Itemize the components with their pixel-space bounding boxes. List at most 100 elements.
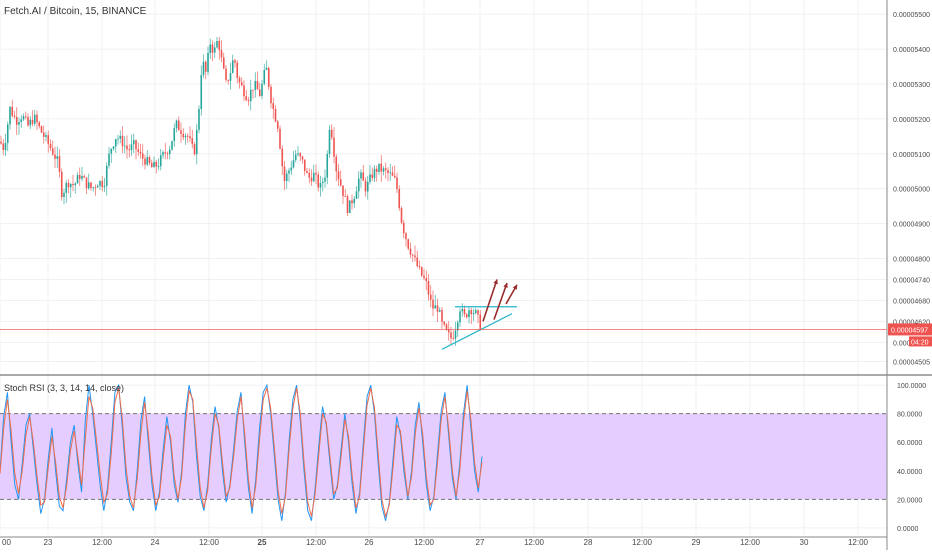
candle-body[interactable] [216, 40, 218, 48]
candle-body[interactable] [195, 129, 198, 155]
candle-body[interactable] [380, 163, 383, 172]
candle-body[interactable] [74, 183, 77, 186]
candle-body[interactable] [78, 174, 81, 179]
candle-body[interactable] [339, 179, 342, 186]
candle-body[interactable] [119, 135, 122, 139]
candle-body[interactable] [420, 267, 423, 276]
candle-body[interactable] [33, 114, 36, 124]
candle-body[interactable] [256, 81, 259, 90]
candle-body[interactable] [447, 329, 450, 333]
candle-body[interactable] [36, 114, 38, 123]
candle-body[interactable] [299, 153, 302, 157]
candle-body[interactable] [414, 255, 416, 258]
candle-body[interactable] [27, 116, 29, 126]
candle-body[interactable] [465, 314, 468, 318]
candle-body[interactable] [438, 309, 441, 312]
candle-body[interactable] [283, 166, 286, 182]
candle-body[interactable] [364, 180, 367, 192]
candle-body[interactable] [218, 40, 221, 51]
candle-body[interactable] [326, 153, 329, 178]
candle-body[interactable] [2, 143, 5, 150]
candle-body[interactable] [436, 305, 439, 312]
candle-body[interactable] [267, 67, 270, 87]
candle-body[interactable] [225, 68, 227, 80]
candle-body[interactable] [49, 143, 52, 149]
candle-body[interactable] [324, 177, 326, 182]
candle-body[interactable] [238, 77, 241, 83]
candle-body[interactable] [263, 70, 266, 84]
candle-body[interactable] [445, 324, 448, 330]
candle-body[interactable] [22, 116, 25, 120]
candle-body[interactable] [281, 148, 284, 167]
candle-body[interactable] [261, 83, 263, 97]
candle-body[interactable] [396, 177, 398, 190]
candle-body[interactable] [272, 103, 275, 109]
candle-body[interactable] [175, 120, 178, 129]
candle-body[interactable] [384, 168, 387, 171]
candle-body[interactable] [121, 135, 124, 147]
candle-body[interactable] [474, 310, 477, 313]
candle-body[interactable] [456, 322, 459, 331]
candle-body[interactable] [321, 181, 324, 184]
candle-body[interactable] [63, 192, 65, 198]
candle-body[interactable] [369, 174, 371, 182]
candle-body[interactable] [375, 168, 378, 172]
candle-body[interactable] [168, 149, 171, 155]
candle-body[interactable] [319, 183, 322, 188]
candle-body[interactable] [153, 161, 155, 168]
candle-body[interactable] [69, 183, 72, 188]
candle-body[interactable] [389, 172, 392, 174]
candle-body[interactable] [220, 50, 223, 58]
candle-body[interactable] [24, 116, 27, 118]
candle-body[interactable] [141, 153, 144, 159]
candle-body[interactable] [85, 177, 88, 189]
candle-body[interactable] [114, 139, 117, 147]
candle-body[interactable] [117, 138, 119, 140]
candle-body[interactable] [317, 174, 320, 188]
price-candles[interactable] [0, 36, 482, 346]
candle-body[interactable] [4, 142, 7, 150]
candle-body[interactable] [335, 156, 338, 172]
candle-body[interactable] [157, 166, 160, 168]
candle-body[interactable] [182, 133, 185, 138]
candle-body[interactable] [110, 148, 113, 154]
candle-body[interactable] [297, 153, 299, 155]
candle-body[interactable] [45, 135, 47, 137]
candle-body[interactable] [290, 167, 293, 171]
candle-body[interactable] [425, 278, 428, 281]
candle-body[interactable] [348, 200, 351, 213]
candle-body[interactable] [177, 120, 180, 131]
candle-body[interactable] [191, 138, 194, 145]
candle-body[interactable] [373, 168, 376, 178]
candle-body[interactable] [128, 149, 131, 151]
candle-body[interactable] [171, 141, 173, 150]
candle-body[interactable] [94, 187, 97, 189]
candle-body[interactable] [391, 172, 394, 176]
candle-body[interactable] [150, 163, 153, 168]
candle-body[interactable] [303, 159, 306, 172]
candle-body[interactable] [65, 182, 68, 193]
candle-body[interactable] [393, 175, 396, 178]
candle-body[interactable] [355, 191, 358, 199]
candle-body[interactable] [418, 266, 421, 268]
candle-body[interactable] [135, 140, 137, 150]
candle-body[interactable] [382, 168, 385, 172]
candle-body[interactable] [292, 160, 295, 168]
candle-body[interactable] [470, 310, 473, 315]
candle-body[interactable] [11, 106, 14, 116]
candle-body[interactable] [108, 153, 110, 166]
candle-body[interactable] [346, 196, 349, 213]
candle-body[interactable] [207, 53, 209, 72]
candle-body[interactable] [468, 310, 470, 318]
candle-body[interactable] [146, 157, 149, 165]
candle-body[interactable] [432, 299, 434, 309]
candle-body[interactable] [137, 149, 140, 152]
candle-body[interactable] [461, 309, 464, 312]
candle-body[interactable] [398, 189, 401, 209]
candle-body[interactable] [186, 135, 189, 137]
candle-body[interactable] [101, 181, 104, 188]
candle-body[interactable] [231, 60, 234, 73]
candle-body[interactable] [130, 144, 133, 151]
candle-body[interactable] [193, 144, 196, 155]
candle-body[interactable] [87, 182, 90, 189]
